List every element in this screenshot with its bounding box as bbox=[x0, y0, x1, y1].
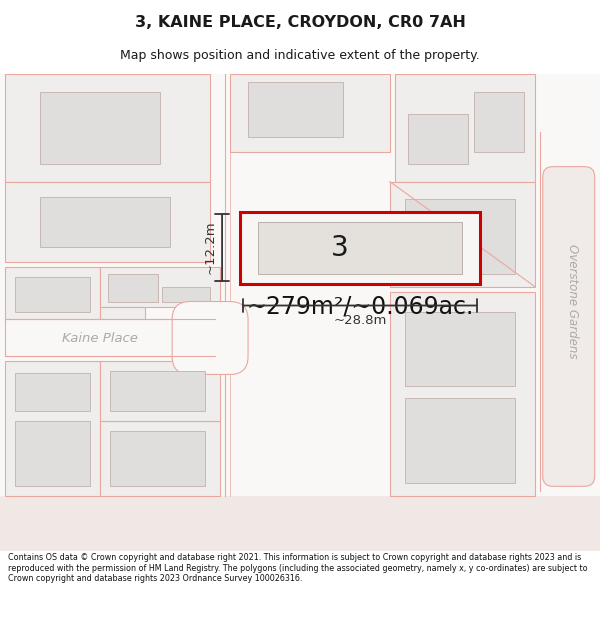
Polygon shape bbox=[100, 421, 220, 496]
Polygon shape bbox=[5, 266, 100, 321]
Polygon shape bbox=[390, 291, 535, 496]
Bar bbox=[15, 373, 90, 411]
Text: ~279m²/~0.069ac.: ~279m²/~0.069ac. bbox=[246, 294, 473, 319]
Bar bbox=[405, 199, 515, 274]
Bar bbox=[248, 82, 343, 137]
Bar bbox=[162, 286, 210, 301]
Bar bbox=[405, 311, 515, 386]
Text: 3: 3 bbox=[331, 234, 349, 262]
FancyBboxPatch shape bbox=[172, 301, 248, 374]
Text: Overstone Gardens: Overstone Gardens bbox=[566, 244, 579, 359]
Polygon shape bbox=[5, 361, 100, 496]
Bar bbox=[108, 274, 158, 301]
Polygon shape bbox=[230, 74, 390, 152]
Polygon shape bbox=[100, 306, 145, 321]
Bar bbox=[40, 197, 170, 247]
Bar bbox=[40, 92, 160, 164]
Text: Map shows position and indicative extent of the property.: Map shows position and indicative extent… bbox=[120, 49, 480, 62]
Bar bbox=[258, 222, 462, 274]
Polygon shape bbox=[5, 74, 210, 182]
Bar bbox=[1, 496, 599, 551]
Bar bbox=[15, 421, 90, 486]
Polygon shape bbox=[5, 319, 215, 356]
Bar bbox=[408, 114, 468, 164]
Text: ~12.2m: ~12.2m bbox=[204, 221, 217, 274]
Text: Contains OS data © Crown copyright and database right 2021. This information is : Contains OS data © Crown copyright and d… bbox=[8, 554, 587, 583]
Text: 3, KAINE PLACE, CROYDON, CR0 7AH: 3, KAINE PLACE, CROYDON, CR0 7AH bbox=[134, 14, 466, 29]
Polygon shape bbox=[390, 182, 535, 286]
Polygon shape bbox=[100, 266, 220, 306]
Polygon shape bbox=[5, 182, 210, 261]
Bar bbox=[15, 276, 90, 311]
Bar bbox=[405, 398, 515, 483]
Text: Kaine Place: Kaine Place bbox=[62, 332, 138, 345]
Polygon shape bbox=[100, 361, 220, 421]
Polygon shape bbox=[395, 74, 535, 182]
Bar bbox=[110, 431, 205, 486]
Text: ~28.8m: ~28.8m bbox=[333, 314, 386, 328]
Bar bbox=[474, 92, 524, 152]
FancyBboxPatch shape bbox=[543, 167, 595, 486]
Bar bbox=[240, 212, 480, 284]
Bar bbox=[110, 371, 205, 411]
